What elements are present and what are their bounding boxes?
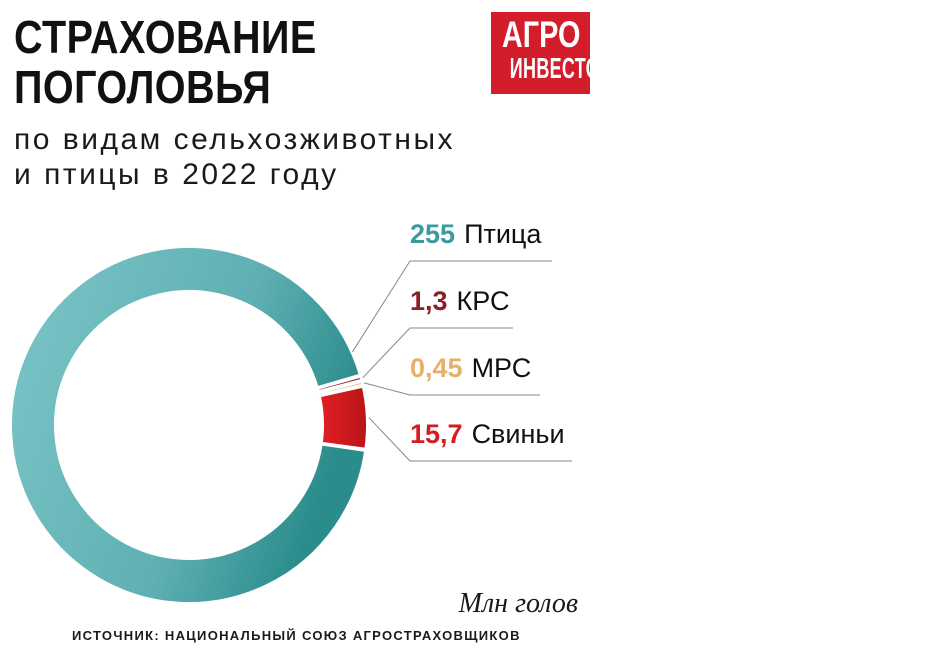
slice-label-0: 255 Птица xyxy=(410,219,542,249)
leader-line-3 xyxy=(368,417,572,462)
slice-label-3: 15,7 Свиньи xyxy=(410,419,565,449)
slice-value-3: 15,7 xyxy=(410,419,463,449)
donut-slice-0 xyxy=(10,246,367,604)
slice-name-3: Свиньи xyxy=(472,419,565,449)
logo-line-1: АГРО xyxy=(501,14,581,55)
title-text: СТРАХОВАНИЕ ПОГОЛОВЬЯ xyxy=(14,11,317,113)
donut-slice-1 xyxy=(316,375,363,393)
slice-name-0: Птица xyxy=(464,219,542,249)
slice-label-2: 0,45 МРС xyxy=(410,353,531,383)
slice-name-1: КРС xyxy=(457,286,510,316)
slice-value-0: 255 xyxy=(410,219,455,249)
subtitle-line-2: и птицы в 2022 году xyxy=(14,158,339,191)
agroinvestor-logo: АГРО ИНВЕСТОР xyxy=(491,12,612,94)
donut-slice-3 xyxy=(318,385,368,450)
leader-line-1 xyxy=(362,327,513,379)
slice-name-2: МРС xyxy=(472,353,532,383)
donut-slice-2 xyxy=(317,380,364,396)
slice-value-1: 1,3 xyxy=(410,286,448,316)
unit-label: Млн голов xyxy=(458,588,578,619)
source-note: ИСТОЧНИК: НАЦИОНАЛЬНЫЙ СОЮЗ АГРОСТРАХОВЩ… xyxy=(72,628,521,643)
subtitle-line-1: по видам сельхозживотных xyxy=(14,123,456,156)
chart-title: СТРАХОВАНИЕ ПОГОЛОВЬЯ xyxy=(14,12,358,112)
slice-label-1: 1,3 КРС xyxy=(410,286,509,316)
leader-line-0 xyxy=(351,260,552,353)
chart-subtitle: по видам сельхозживотных и птицы в 2022 … xyxy=(14,122,455,192)
slice-value-2: 0,45 xyxy=(410,353,463,383)
leader-line-2 xyxy=(363,382,540,396)
